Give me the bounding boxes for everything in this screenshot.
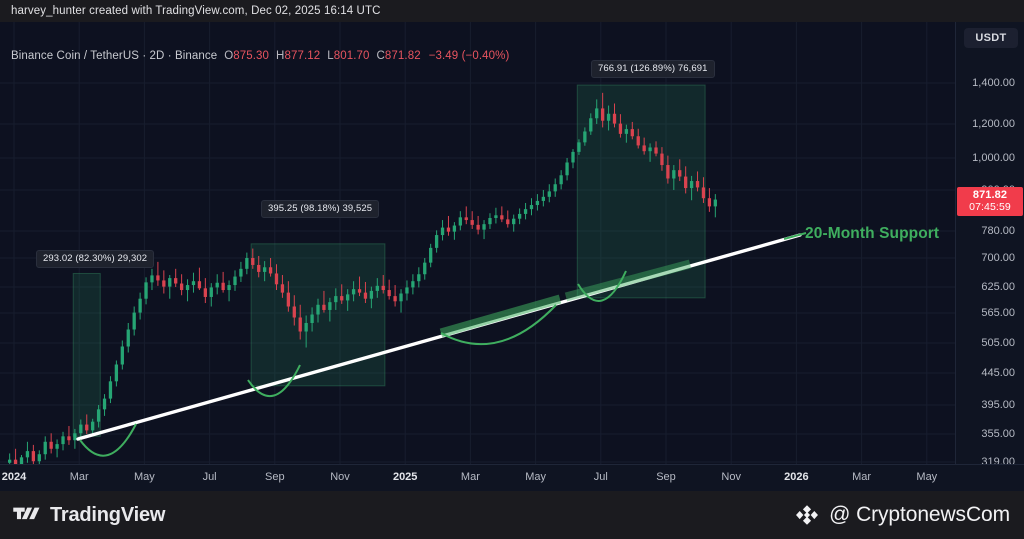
- trendline-drawings: [76, 232, 807, 457]
- price-tick: 780.00: [981, 225, 1015, 237]
- bar-countdown: 07:45:59: [969, 200, 1011, 213]
- time-tick: Nov: [330, 471, 350, 483]
- ohlc-open: O875.30: [224, 50, 270, 62]
- price-tick: 1,200.00: [972, 118, 1015, 130]
- candlestick-plot: [0, 22, 956, 477]
- price-tick: 505.00: [981, 337, 1015, 349]
- time-tick: 2024: [1, 471, 27, 483]
- ohlc-close: C871.82: [376, 50, 421, 62]
- current-price-marker[interactable]: 871.82 07:45:59: [957, 186, 1023, 216]
- price-tick: 1,400.00: [972, 77, 1015, 89]
- chart-area[interactable]: Binance Coin / TetherUS · 2D · Binance O…: [0, 22, 1024, 491]
- footer-bar: TradingView @ CryptonewsCom: [0, 491, 1024, 539]
- price-tick: 565.00: [981, 307, 1015, 319]
- tradingview-mark-icon: [13, 507, 40, 520]
- time-tick: 2026: [784, 471, 809, 483]
- grid-lines: [0, 22, 956, 477]
- cryptonews-watermark: @ CryptonewsCom: [794, 502, 1010, 528]
- time-tick: Mar: [460, 471, 480, 483]
- price-tick: 395.00: [981, 399, 1015, 411]
- candles: [8, 92, 717, 475]
- time-tick: May: [525, 471, 546, 483]
- price-tick: 355.00: [981, 428, 1015, 440]
- price-tick: 1,000.00: [972, 152, 1015, 164]
- time-tick: Jul: [202, 471, 217, 483]
- measure-label-2[interactable]: 395.25 (98.18%) 39,525: [261, 200, 380, 218]
- time-tick: Sep: [656, 471, 676, 483]
- measure-label-1[interactable]: 293.02 (82.30%) 29,302: [36, 250, 155, 268]
- price-tick: 445.00: [981, 367, 1015, 379]
- price-scale[interactable]: USDT 1,400.001,200.001,000.00900.00780.0…: [955, 22, 1024, 468]
- time-tick: Jul: [593, 471, 608, 483]
- time-tick: Mar: [852, 471, 872, 483]
- tradingview-wordmark: TradingView: [50, 503, 166, 526]
- time-tick: 2025: [392, 471, 418, 483]
- binance-diamond-icon: [796, 505, 819, 525]
- time-tick: Sep: [265, 471, 285, 483]
- time-tick: May: [134, 471, 155, 483]
- current-price-value: 871.82: [972, 188, 1008, 201]
- currency-badge[interactable]: USDT: [964, 28, 1018, 48]
- time-scale[interactable]: 2024 Mar May Jul Sep Nov 2025 Mar May Jul Sep Nov 20…: [0, 464, 1024, 491]
- watermark-text: @ CryptonewsCom: [829, 503, 1010, 526]
- ohlc-low: L801.70: [327, 50, 370, 62]
- price-change: −3.49 (−0.40%): [428, 50, 510, 62]
- time-tick: Mar: [69, 471, 89, 483]
- price-tick: 700.00: [981, 252, 1015, 264]
- ohlc-high: H877.12: [276, 50, 321, 62]
- price-tick: 625.00: [981, 281, 1015, 293]
- tradingview-logo[interactable]: TradingView: [13, 504, 165, 527]
- time-tick: Nov: [721, 471, 741, 483]
- support-annotation-label[interactable]: 20-Month Support: [805, 225, 940, 242]
- attribution-bar: harvey_hunter created with TradingView.c…: [0, 0, 1024, 22]
- time-tick: May: [916, 471, 938, 483]
- measure-label-3[interactable]: 766.91 (126.89%) 76,691: [591, 60, 715, 78]
- symbol-name: Binance Coin / TetherUS · 2D · Binance: [11, 50, 218, 62]
- measurement-boxes: [72, 84, 706, 437]
- attribution-text: harvey_hunter created with TradingView.c…: [11, 5, 381, 17]
- symbol-legend[interactable]: Binance Coin / TetherUS · 2D · Binance O…: [11, 50, 509, 62]
